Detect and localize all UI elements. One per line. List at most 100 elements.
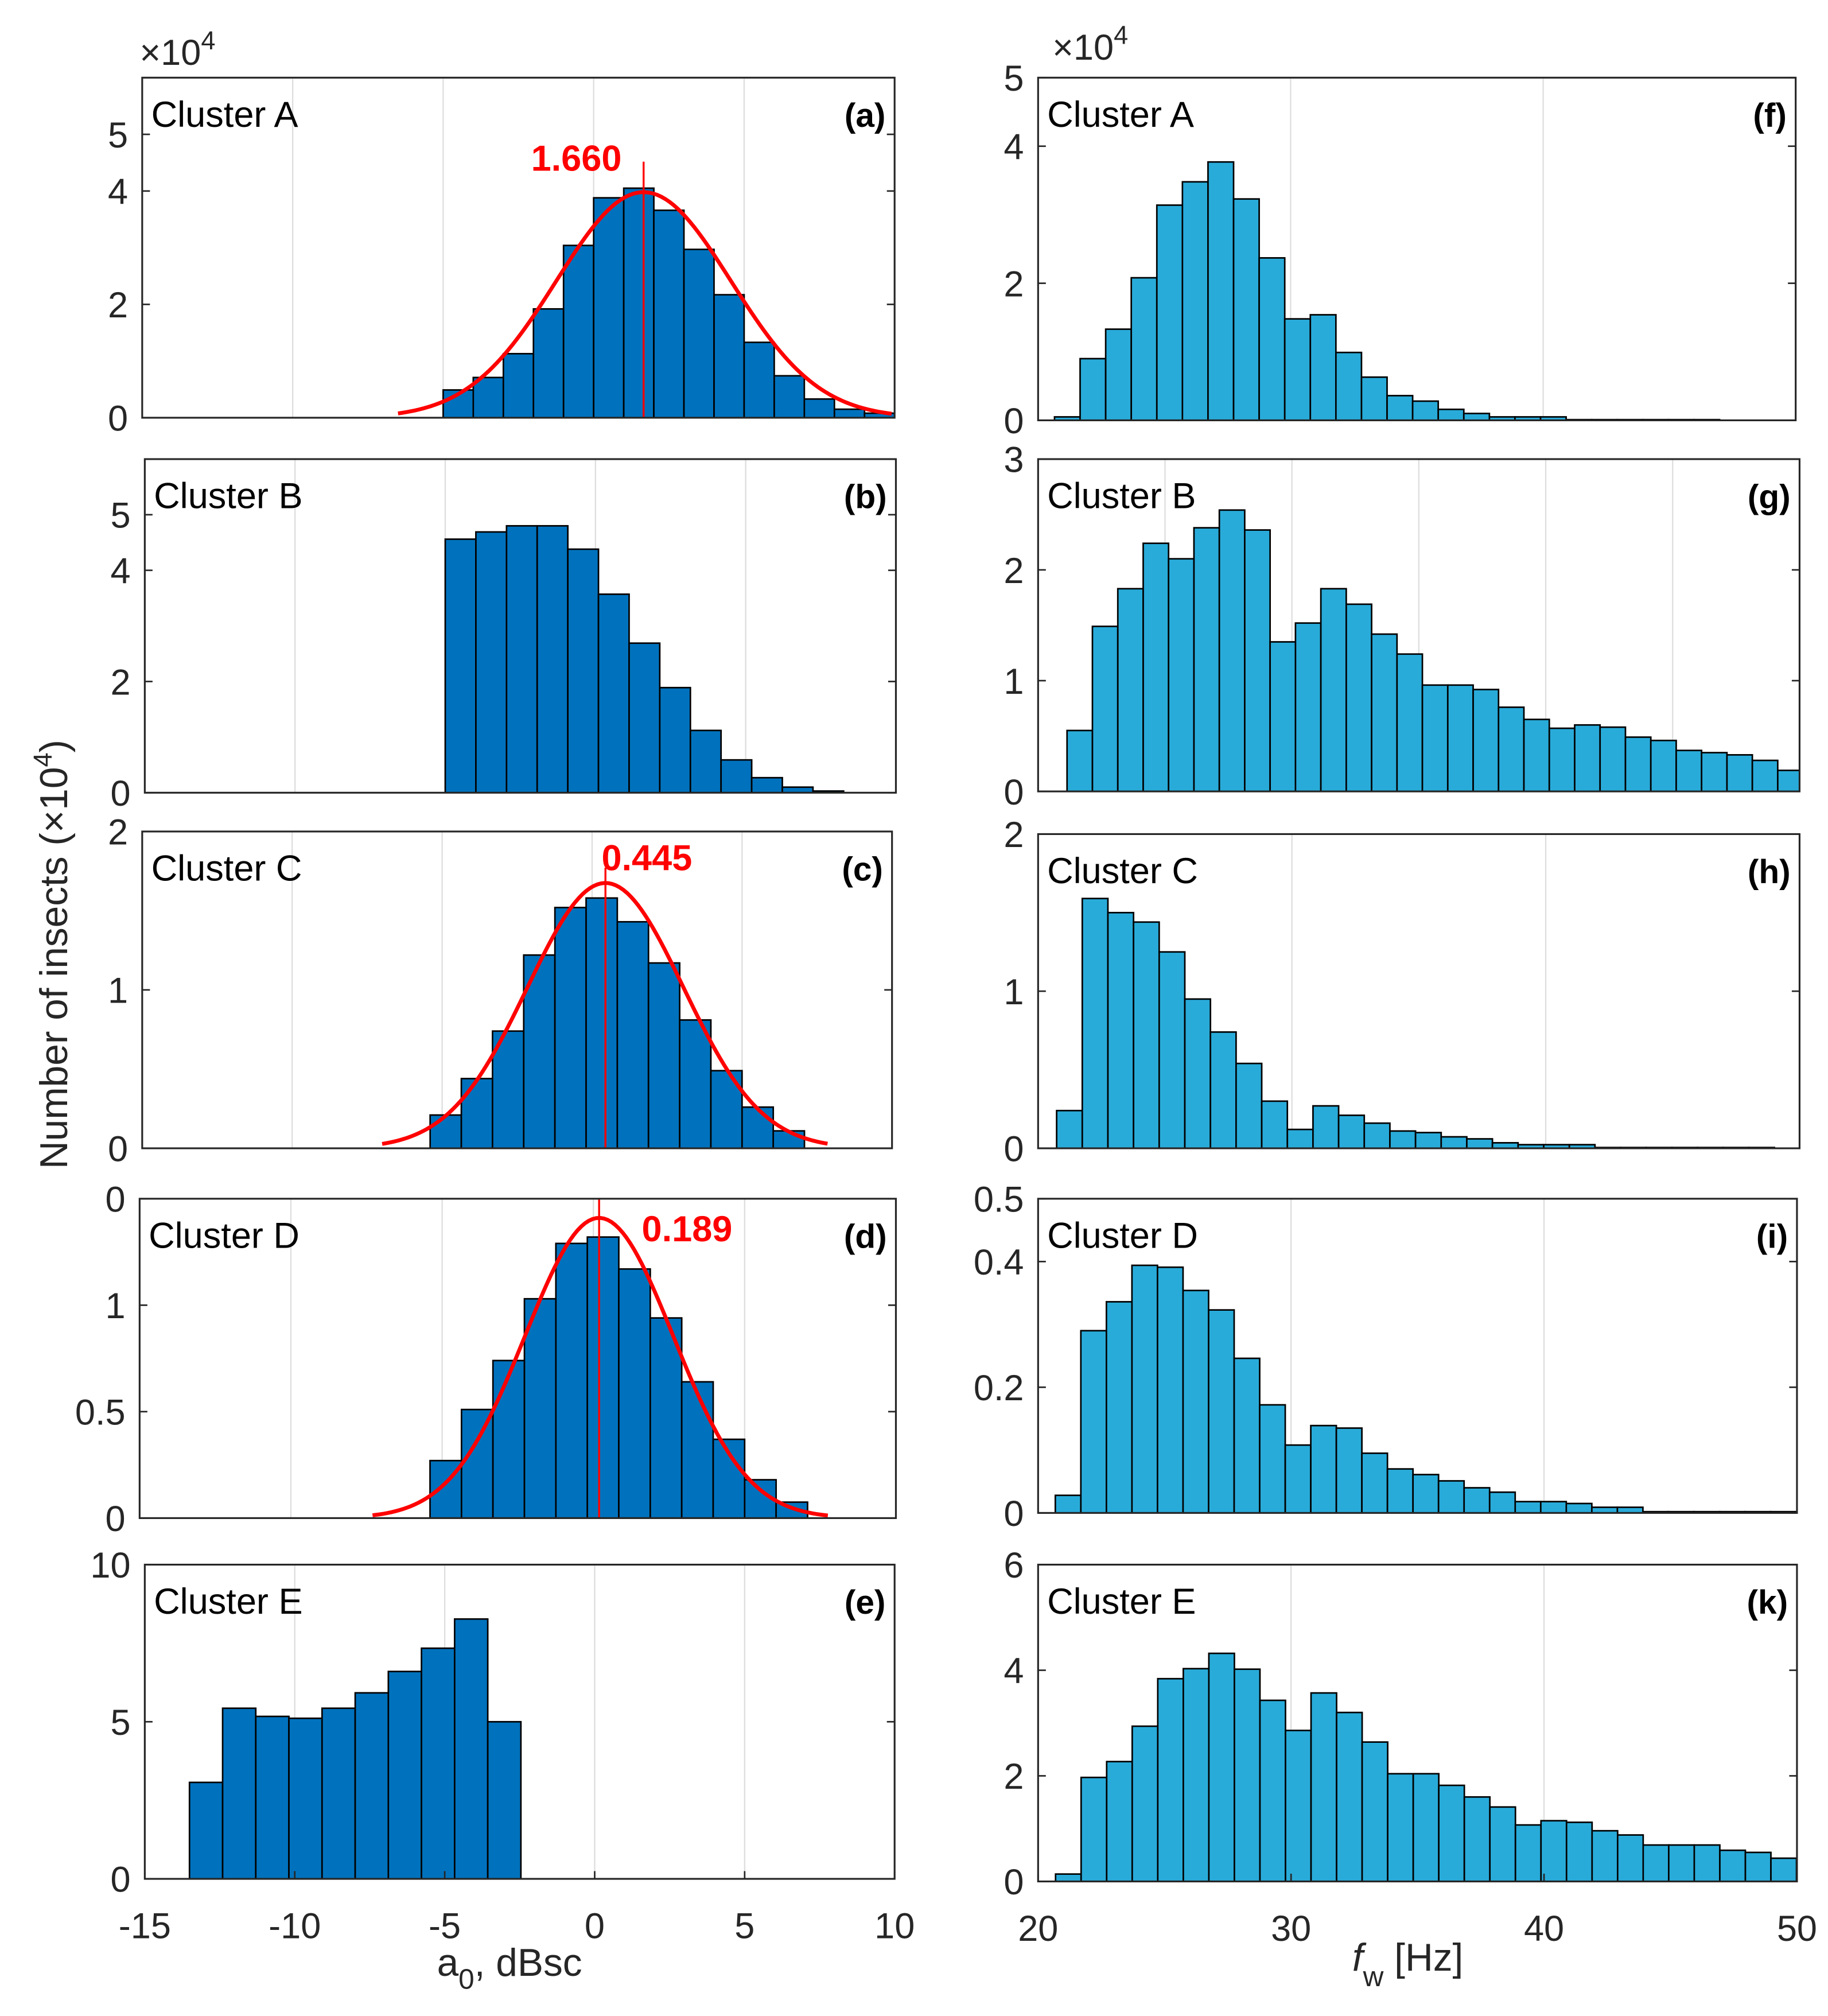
histogram-bar [1193, 527, 1220, 792]
y-tick-label: 0 [110, 774, 130, 814]
histogram-bars [1055, 1652, 1797, 1882]
histogram-bar [1234, 1668, 1261, 1882]
histogram-bar [1066, 729, 1094, 792]
histogram-bar [1080, 1776, 1108, 1882]
histogram-bar [1284, 1444, 1312, 1513]
histogram-bar [628, 642, 661, 793]
histogram-bar [1133, 921, 1160, 1148]
y-tick-label: 2 [1004, 551, 1024, 591]
axes-box [1037, 76, 1797, 422]
mean-value-label: 0.445 [601, 838, 692, 879]
histogram-bar [1130, 277, 1158, 421]
histogram-bar [1335, 351, 1363, 421]
histogram-bar [1244, 529, 1271, 792]
x-tick-label: 5 [734, 1906, 754, 1947]
panel-letter: (c) [842, 851, 883, 888]
histogram-bar [1363, 1122, 1391, 1148]
histogram-bar [713, 294, 745, 418]
cluster-label: Cluster D [1047, 1215, 1198, 1256]
histogram-bar [1675, 749, 1703, 792]
panel-letter: (h) [1748, 853, 1791, 891]
histogram-bar [221, 1707, 257, 1879]
histogram-bar [585, 897, 619, 1148]
gaussian-fit-curve [398, 190, 892, 416]
x-tick-label: 50 [1777, 1909, 1817, 1949]
histogram-bar [562, 244, 595, 418]
y-tick-label: 0 [1004, 401, 1024, 441]
y-tick-label: 4 [108, 172, 128, 212]
histogram-bar [1624, 736, 1652, 792]
y-tick-label: 0.4 [974, 1242, 1024, 1283]
histogram-bar [741, 1106, 775, 1148]
histogram-bar [421, 1647, 456, 1879]
histogram-bar [1514, 1824, 1542, 1882]
histogram-bar [1489, 1806, 1516, 1882]
y-tick-label: 0 [1004, 772, 1024, 813]
x-tick-label: -10 [269, 1906, 321, 1947]
y-tick-label: 0 [105, 1499, 125, 1539]
panel-e: 0 5 10 Cluster E (e) -15 -10 -5 0 5 10 [90, 1545, 915, 1946]
histogram-bar [255, 1715, 290, 1879]
histogram-bar [567, 548, 600, 793]
y-tick-label: 5 [110, 1703, 130, 1743]
y-tick-label: 0 [105, 1180, 125, 1220]
histogram-bar [1472, 689, 1500, 792]
histogram-bar [1565, 1821, 1593, 1882]
y-tick-label: 6 [1004, 1545, 1024, 1586]
panel-a: 1.660 0 2 4 5 Cluster A (a) [108, 76, 896, 439]
cluster-label: Cluster E [154, 1582, 302, 1622]
histogram-bar [1642, 1844, 1670, 1882]
histogram-bar [1498, 706, 1525, 792]
histogram-bar [1616, 1834, 1644, 1882]
y-tick-label: 4 [110, 551, 130, 592]
axes-box [1037, 458, 1801, 793]
histogram-bar [1411, 400, 1440, 421]
y-tick-label: 2 [1004, 1757, 1024, 1797]
gaussian-fit-curve [372, 1215, 829, 1518]
histogram-bar [1539, 416, 1567, 421]
histogram-bar [453, 1618, 489, 1879]
y-tick-label: 2 [108, 285, 128, 325]
histogram-bar [1081, 898, 1109, 1148]
x-tick-label: 0 [585, 1906, 605, 1947]
histogram-bar [1396, 653, 1423, 792]
histogram-bar [1437, 408, 1465, 421]
histogram-bar [1591, 1829, 1619, 1882]
y-tick-label: 1 [1004, 972, 1024, 1012]
panel-letter: (e) [845, 1584, 886, 1621]
y-axis-label: Number of insects (×104) [28, 740, 76, 1169]
histogram-bar [1466, 1138, 1493, 1148]
histogram-bar [1261, 1100, 1289, 1148]
y-tick-label: 4 [1004, 1651, 1024, 1691]
histogram-bar [773, 375, 806, 418]
histogram-bar [1312, 1105, 1340, 1148]
histogram-bar [1218, 509, 1246, 792]
axes-box [1037, 1198, 1798, 1514]
histogram-bar [593, 197, 625, 418]
histogram-bar [460, 1408, 494, 1518]
axes-box [141, 76, 896, 419]
histogram-bar [1157, 1677, 1184, 1882]
y-tick-label: 0 [108, 1129, 128, 1170]
histogram-bar [1168, 558, 1195, 792]
x-tick-label: 30 [1271, 1909, 1311, 1949]
cluster-label: Cluster A [151, 95, 298, 135]
panel-letter: (a) [845, 97, 886, 134]
panel-letter: (b) [844, 479, 887, 516]
histogram-bar [1668, 1844, 1695, 1882]
histogram-bars [1066, 509, 1800, 792]
histogram-bar [1208, 1309, 1235, 1513]
histogram-bar [1107, 911, 1134, 1148]
cluster-label: Cluster B [1047, 476, 1196, 516]
histogram-bar [1386, 395, 1414, 421]
histogram-bar [653, 209, 685, 418]
histogram-bar [1310, 1424, 1337, 1513]
histogram-bar [1345, 603, 1372, 792]
axes-box [1037, 1563, 1798, 1883]
histogram-bar [659, 686, 691, 793]
mean-value-label: 0.189 [642, 1209, 733, 1249]
histogram-bar [1080, 1330, 1107, 1513]
histogram-bar [502, 352, 535, 418]
histogram-bar [1258, 257, 1286, 421]
